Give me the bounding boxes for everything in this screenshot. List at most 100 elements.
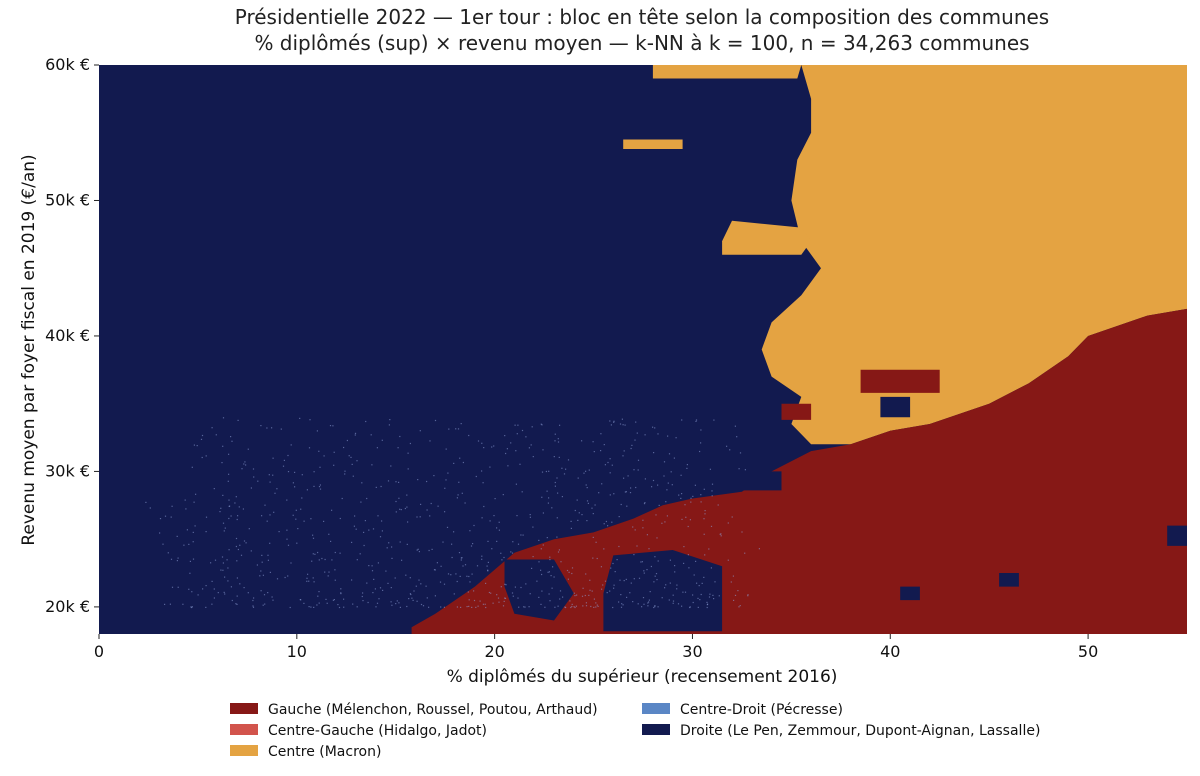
- commune-point: [727, 559, 729, 561]
- commune-point: [434, 595, 436, 597]
- commune-point: [230, 436, 232, 438]
- commune-point: [194, 525, 196, 527]
- commune-point: [665, 501, 667, 503]
- commune-point: [313, 606, 315, 608]
- commune-point: [200, 438, 203, 440]
- commune-point: [542, 449, 544, 451]
- commune-point: [483, 505, 485, 508]
- commune-point: [541, 496, 543, 498]
- commune-point: [681, 493, 683, 495]
- commune-point: [566, 569, 569, 572]
- commune-point: [237, 548, 239, 551]
- commune-point: [621, 603, 623, 605]
- commune-point: [700, 429, 702, 431]
- commune-point: [687, 525, 689, 528]
- commune-point: [360, 501, 362, 503]
- commune-point: [271, 596, 273, 598]
- commune-point: [520, 534, 522, 536]
- commune-point: [408, 598, 410, 600]
- commune-point: [600, 433, 602, 435]
- commune-point: [238, 506, 240, 508]
- commune-point: [395, 511, 397, 513]
- commune-point: [373, 578, 375, 580]
- commune-point: [433, 569, 436, 571]
- commune-point: [726, 445, 728, 447]
- commune-point: [654, 556, 656, 558]
- commune-point: [404, 507, 406, 510]
- commune-point: [224, 576, 226, 578]
- commune-point: [276, 488, 278, 490]
- commune-point: [637, 459, 640, 461]
- commune-point: [312, 553, 314, 555]
- commune-point: [391, 557, 393, 559]
- commune-point: [290, 562, 292, 564]
- commune-point: [652, 426, 654, 428]
- commune-point: [536, 580, 538, 582]
- commune-point: [574, 606, 576, 609]
- commune-point: [241, 468, 243, 470]
- commune-point: [222, 569, 224, 571]
- commune-point: [531, 426, 533, 428]
- commune-point: [510, 551, 512, 553]
- commune-point: [243, 540, 246, 542]
- commune-point: [351, 579, 353, 581]
- commune-point: [466, 606, 468, 608]
- commune-point: [367, 601, 369, 604]
- commune-point: [481, 558, 483, 560]
- commune-point: [362, 592, 364, 594]
- commune-point: [668, 453, 671, 455]
- commune-point: [354, 434, 356, 436]
- commune-point: [656, 579, 658, 581]
- commune-point: [398, 481, 400, 483]
- commune-point: [538, 596, 540, 598]
- commune-point: [282, 465, 285, 467]
- commune-point: [690, 501, 692, 503]
- legend-label-gauche: Gauche (Mélenchon, Roussel, Poutou, Arth…: [268, 702, 598, 718]
- commune-point: [717, 504, 719, 506]
- commune-point: [517, 424, 519, 426]
- commune-point: [697, 606, 699, 608]
- commune-point: [339, 552, 341, 554]
- heatmap-region-droite: [900, 586, 920, 601]
- commune-point: [481, 470, 483, 472]
- commune-point: [540, 423, 542, 425]
- commune-point: [325, 598, 327, 600]
- x-tick-label: 40: [880, 642, 900, 661]
- commune-point: [261, 554, 263, 556]
- commune-point: [563, 473, 566, 475]
- commune-point: [266, 427, 268, 429]
- commune-point: [554, 481, 556, 484]
- commune-point: [471, 573, 473, 575]
- x-tick-label: 0: [94, 642, 104, 661]
- commune-point: [292, 514, 294, 516]
- commune-point: [619, 423, 622, 425]
- commune-point: [487, 561, 489, 563]
- commune-point: [443, 583, 446, 585]
- legend-label-centre-droit: Centre-Droit (Pécresse): [680, 702, 843, 718]
- commune-point: [541, 573, 543, 576]
- commune-point: [341, 497, 343, 500]
- commune-point: [426, 480, 428, 483]
- commune-point: [692, 495, 694, 497]
- commune-point: [453, 531, 455, 533]
- commune-point: [371, 570, 374, 572]
- commune-point: [644, 502, 646, 504]
- chart-title: Présidentielle 2022 — 1er tour : bloc en…: [235, 5, 1049, 29]
- commune-point: [269, 542, 271, 544]
- commune-point: [677, 603, 680, 605]
- commune-point: [467, 591, 469, 593]
- commune-point: [711, 483, 714, 485]
- commune-point: [601, 483, 603, 485]
- commune-point: [343, 598, 345, 600]
- commune-point: [719, 533, 721, 535]
- commune-point: [272, 599, 274, 601]
- commune-point: [420, 603, 423, 606]
- x-tick-label: 30: [682, 642, 702, 661]
- commune-point: [518, 606, 520, 608]
- commune-point: [399, 606, 401, 608]
- commune-point: [339, 517, 341, 520]
- commune-point: [581, 440, 583, 442]
- commune-point: [504, 583, 506, 585]
- commune-point: [469, 530, 471, 532]
- commune-point: [559, 590, 562, 592]
